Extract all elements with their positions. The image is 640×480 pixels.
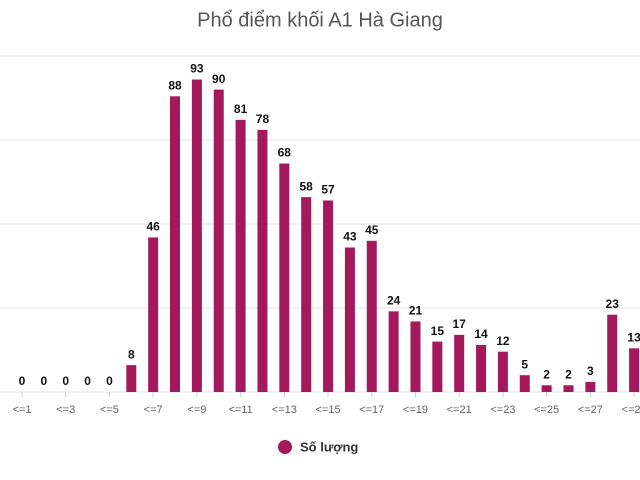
legend-label: Số lượng	[300, 439, 358, 454]
data-label: 0	[84, 374, 91, 388]
data-label: 0	[62, 374, 69, 388]
data-label: 15	[431, 324, 445, 338]
bar	[454, 334, 465, 392]
bar	[344, 247, 355, 392]
bar	[366, 240, 377, 392]
x-tick-label: <=7	[144, 404, 163, 416]
x-tick-label: <=27	[578, 404, 603, 416]
x-tick-label: <=23	[490, 404, 515, 416]
data-label: 90	[212, 72, 226, 86]
bar	[235, 119, 246, 392]
bar	[279, 163, 290, 392]
x-tick-label: <=25	[534, 404, 559, 416]
bar	[519, 375, 530, 392]
data-label: 0	[19, 374, 26, 388]
data-label: 12	[496, 334, 510, 348]
data-label: 58	[300, 179, 314, 193]
bar	[563, 385, 574, 392]
bar	[585, 381, 596, 392]
data-label: 5	[521, 357, 528, 371]
chart-title: Phổ điểm khối A1 Hà Giang	[197, 9, 443, 31]
data-label: 93	[190, 62, 204, 76]
bar	[191, 79, 202, 393]
x-tick-label: <=9	[187, 404, 206, 416]
data-label: 0	[106, 374, 113, 388]
bar	[170, 96, 181, 392]
x-tick-label: <=13	[272, 404, 297, 416]
data-label: 0	[41, 374, 48, 388]
legend-marker	[278, 440, 292, 454]
bar	[541, 385, 552, 392]
data-label: 45	[365, 223, 379, 237]
x-tick-label: <=17	[359, 404, 384, 416]
data-label: 24	[387, 294, 401, 308]
data-label: 13	[627, 330, 640, 344]
bar	[257, 129, 268, 393]
data-label: 2	[565, 367, 572, 381]
bar	[629, 348, 640, 392]
bar	[301, 197, 312, 392]
data-label: 81	[234, 102, 248, 116]
bar	[388, 311, 399, 392]
data-label: 8	[128, 347, 135, 361]
bar	[476, 344, 487, 392]
data-label: 14	[474, 327, 488, 341]
data-label: 78	[256, 112, 270, 126]
data-label: 46	[146, 220, 160, 234]
x-tick-label: <=29	[622, 404, 640, 416]
bar	[497, 351, 508, 392]
x-tick-label: <=21	[447, 404, 472, 416]
x-tick-label: <=1	[13, 404, 32, 416]
x-tick-label: <=11	[228, 404, 252, 416]
x-tick-label: <=19	[403, 404, 428, 416]
data-label: 2	[543, 367, 550, 381]
bar	[607, 314, 618, 392]
x-tick-label: <=15	[315, 404, 340, 416]
data-label: 57	[321, 183, 335, 197]
data-label: 43	[343, 230, 357, 244]
bar	[126, 365, 137, 392]
bar	[410, 321, 421, 392]
data-label: 88	[168, 78, 182, 92]
data-label: 23	[606, 297, 620, 311]
data-label: 21	[409, 304, 423, 318]
data-label: 68	[278, 146, 292, 160]
data-label: 3	[587, 364, 594, 378]
x-tick-label: <=3	[56, 404, 75, 416]
bar	[432, 341, 443, 392]
bar	[213, 89, 224, 392]
bar	[148, 237, 159, 392]
bar	[323, 200, 334, 392]
data-label: 17	[453, 317, 467, 331]
x-tick-label: <=5	[100, 404, 119, 416]
